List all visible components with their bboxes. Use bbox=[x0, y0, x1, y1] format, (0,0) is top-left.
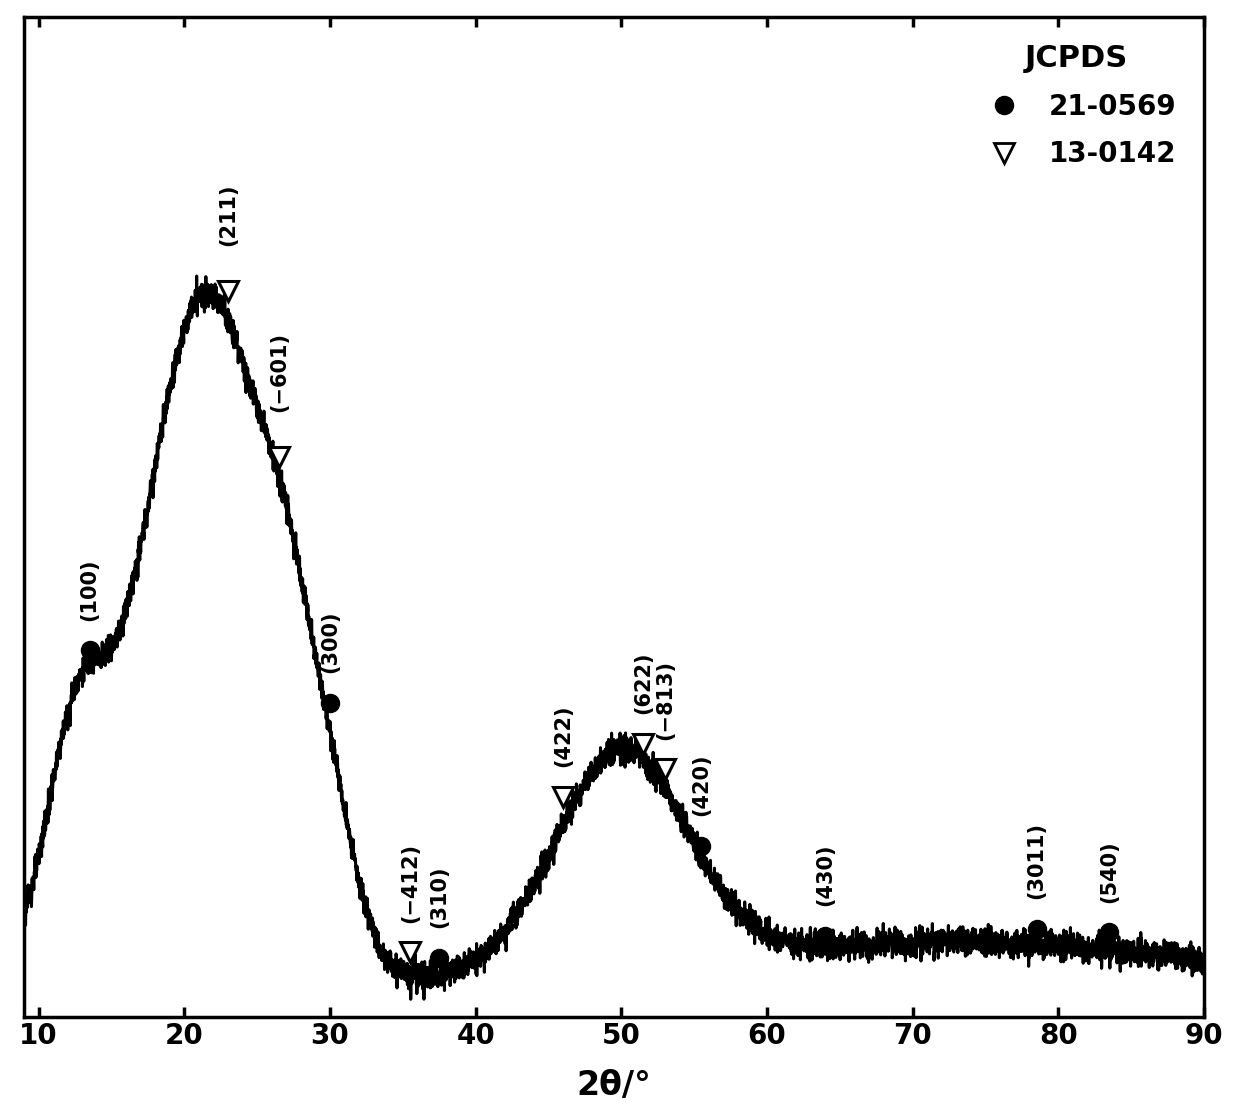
Text: (100): (100) bbox=[79, 558, 99, 621]
Text: (−813): (−813) bbox=[655, 659, 675, 740]
Text: (−412): (−412) bbox=[401, 843, 420, 922]
X-axis label: 2θ/°: 2θ/° bbox=[577, 1070, 651, 1102]
Text: (430): (430) bbox=[815, 844, 836, 906]
Text: (622): (622) bbox=[634, 652, 653, 714]
Text: (422): (422) bbox=[553, 705, 573, 768]
Text: (211): (211) bbox=[218, 184, 238, 246]
Text: (310): (310) bbox=[429, 865, 449, 928]
Text: (300): (300) bbox=[320, 611, 340, 674]
Legend: 21-0569, 13-0142: 21-0569, 13-0142 bbox=[962, 30, 1190, 182]
Text: (540): (540) bbox=[1100, 840, 1120, 903]
Text: (3011): (3011) bbox=[1027, 822, 1047, 899]
Text: (420): (420) bbox=[692, 754, 712, 817]
Text: (−601): (−601) bbox=[269, 332, 289, 413]
